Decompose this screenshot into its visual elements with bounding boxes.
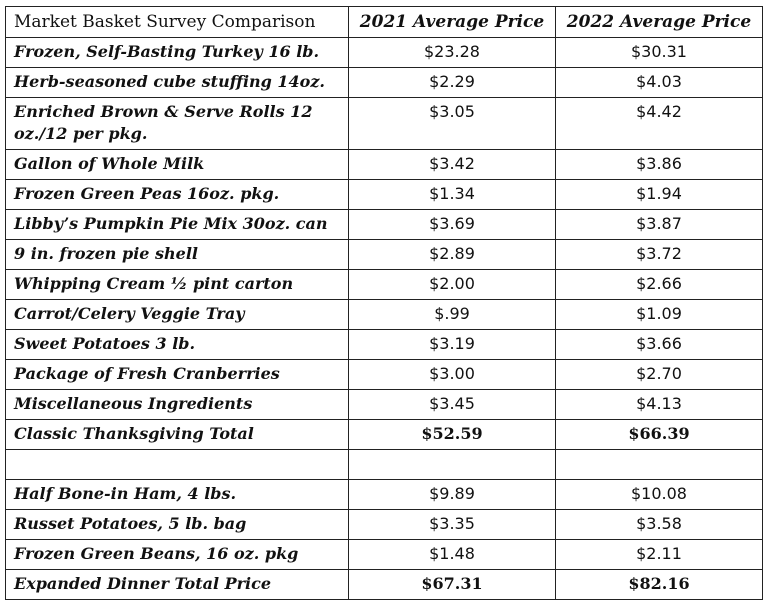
price-2022: $2.66 [555, 269, 763, 300]
table-row: Enriched Brown & Serve Rolls 12 oz./12 p… [5, 97, 763, 150]
price-2021: $3.35 [348, 509, 556, 540]
market-basket-table: Market Basket Survey Comparison 2021 Ave… [5, 6, 763, 600]
price-2021: $3.69 [348, 209, 556, 240]
header-item-column: Market Basket Survey Comparison [5, 6, 349, 38]
item-name: Sweet Potatoes 3 lb. [5, 329, 349, 360]
price-2021: $23.28 [348, 37, 556, 68]
table-row: Sweet Potatoes 3 lb. $3.19 $3.66 [5, 329, 763, 360]
item-name: Herb-seasoned cube stuffing 14oz. [5, 67, 349, 98]
price-2021: $3.45 [348, 389, 556, 420]
classic-total-2022: $66.39 [555, 419, 763, 450]
table-row: Frozen, Self-Basting Turkey 16 lb. $23.2… [5, 37, 763, 68]
item-name: Carrot/Celery Veggie Tray [5, 299, 349, 330]
price-2021: $1.34 [348, 179, 556, 210]
table-row: Frozen Green Peas 16oz. pkg. $1.34 $1.94 [5, 179, 763, 210]
price-2022: $30.31 [555, 37, 763, 68]
table-row: Libby’s Pumpkin Pie Mix 30oz. can $3.69 … [5, 209, 763, 240]
item-name: Frozen Green Beans, 16 oz. pkg [5, 539, 349, 570]
item-name: Whipping Cream ½ pint carton [5, 269, 349, 300]
header-2021-column: 2021 Average Price [348, 6, 556, 38]
table-row: Miscellaneous Ingredients $3.45 $4.13 [5, 389, 763, 420]
price-2021: $3.19 [348, 329, 556, 360]
header-2022-column: 2022 Average Price [555, 6, 763, 38]
price-2021: $2.89 [348, 239, 556, 270]
blank-separator-row [5, 449, 763, 480]
price-2022: $2.70 [555, 359, 763, 390]
item-name: Enriched Brown & Serve Rolls 12 oz./12 p… [5, 97, 349, 150]
expanded-total-label: Expanded Dinner Total Price [5, 569, 349, 600]
price-2022: $4.42 [555, 97, 763, 150]
price-2022: $3.66 [555, 329, 763, 360]
price-2022: $1.94 [555, 179, 763, 210]
price-2022: $10.08 [555, 479, 763, 510]
table-row: Gallon of Whole Milk $3.42 $3.86 [5, 149, 763, 180]
price-2022: $4.03 [555, 67, 763, 98]
table-row: Whipping Cream ½ pint carton $2.00 $2.66 [5, 269, 763, 300]
price-2022: $4.13 [555, 389, 763, 420]
price-2021: $3.42 [348, 149, 556, 180]
blank-cell [348, 449, 556, 480]
table-row: Frozen Green Beans, 16 oz. pkg $1.48 $2.… [5, 539, 763, 570]
classic-total-label: Classic Thanksgiving Total [5, 419, 349, 450]
item-name: Libby’s Pumpkin Pie Mix 30oz. can [5, 209, 349, 240]
table-row: Russet Potatoes, 5 lb. bag $3.35 $3.58 [5, 509, 763, 540]
item-name: Gallon of Whole Milk [5, 149, 349, 180]
price-2021: $.99 [348, 299, 556, 330]
price-2021: $2.00 [348, 269, 556, 300]
expanded-total-2021: $67.31 [348, 569, 556, 600]
expanded-total-row: Expanded Dinner Total Price $67.31 $82.1… [5, 569, 763, 600]
price-2022: $3.72 [555, 239, 763, 270]
item-name: Russet Potatoes, 5 lb. bag [5, 509, 349, 540]
table-row: Package of Fresh Cranberries $3.00 $2.70 [5, 359, 763, 390]
item-name: Frozen, Self-Basting Turkey 16 lb. [5, 37, 349, 68]
price-2021: $9.89 [348, 479, 556, 510]
table-row: Carrot/Celery Veggie Tray $.99 $1.09 [5, 299, 763, 330]
header-row: Market Basket Survey Comparison 2021 Ave… [5, 6, 763, 38]
price-2022: $3.86 [555, 149, 763, 180]
classic-total-2021: $52.59 [348, 419, 556, 450]
price-2022: $2.11 [555, 539, 763, 570]
price-2021: $3.05 [348, 97, 556, 150]
price-2021: $2.29 [348, 67, 556, 98]
item-name: Package of Fresh Cranberries [5, 359, 349, 390]
price-2021: $3.00 [348, 359, 556, 390]
item-name: 9 in. frozen pie shell [5, 239, 349, 270]
blank-cell [555, 449, 763, 480]
price-2022: $3.58 [555, 509, 763, 540]
price-comparison-sheet: Market Basket Survey Comparison 2021 Ave… [5, 6, 763, 605]
table-row: Half Bone-in Ham, 4 lbs. $9.89 $10.08 [5, 479, 763, 510]
item-name: Frozen Green Peas 16oz. pkg. [5, 179, 349, 210]
item-name: Half Bone-in Ham, 4 lbs. [5, 479, 349, 510]
expanded-total-2022: $82.16 [555, 569, 763, 600]
item-name: Miscellaneous Ingredients [5, 389, 349, 420]
classic-total-row: Classic Thanksgiving Total $52.59 $66.39 [5, 419, 763, 450]
blank-cell [5, 449, 349, 480]
table-row: 9 in. frozen pie shell $2.89 $3.72 [5, 239, 763, 270]
price-2022: $1.09 [555, 299, 763, 330]
price-2022: $3.87 [555, 209, 763, 240]
price-2021: $1.48 [348, 539, 556, 570]
table-row: Herb-seasoned cube stuffing 14oz. $2.29 … [5, 67, 763, 98]
